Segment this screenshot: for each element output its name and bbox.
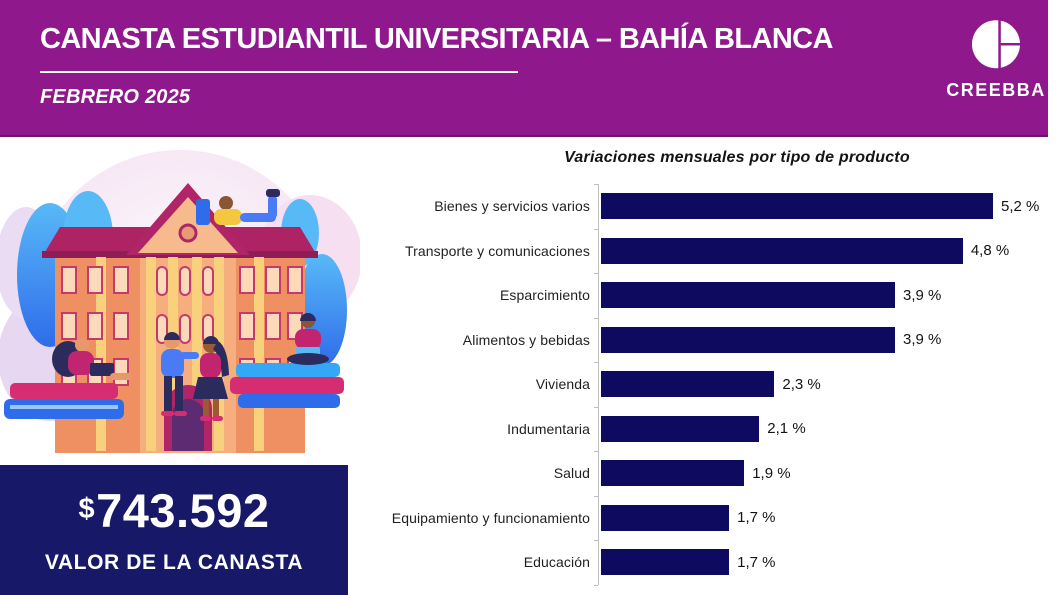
- axis-tick: [594, 317, 598, 319]
- value-label: 3,9 %: [903, 286, 942, 304]
- bar: [601, 237, 963, 264]
- bar: [601, 326, 895, 353]
- chart-row: Educación 1,7 %: [352, 540, 1052, 585]
- axis-tick: [594, 406, 598, 408]
- pie-circle-logo-icon: [971, 18, 1021, 70]
- bar: [601, 371, 775, 398]
- category-label: Esparcimiento: [499, 287, 590, 304]
- bar: [601, 504, 730, 531]
- category-label: Transporte y comunicaciones: [404, 242, 590, 259]
- creebba-logo: CREEBBA: [944, 0, 1048, 137]
- category-label: Indumentaria: [507, 420, 590, 437]
- value-label: 2,3 %: [782, 375, 821, 393]
- page-title: CANASTA ESTUDIANTIL UNIVERSITARIA – BAHÍ…: [40, 23, 833, 55]
- category-label: Equipamiento y funcionamiento: [391, 509, 590, 526]
- university-illustration: [0, 145, 362, 463]
- basket-value: $743.592: [78, 483, 270, 543]
- basket-value-label: VALOR DE LA CANASTA: [44, 550, 304, 574]
- bar: [601, 460, 745, 487]
- value-label: 1,7 %: [737, 509, 776, 527]
- value-label: 1,7 %: [737, 553, 776, 571]
- axis-tick: [594, 495, 598, 497]
- basket-value-box: $743.592 VALOR DE LA CANASTA: [0, 465, 348, 595]
- value-label: 1,9 %: [752, 464, 791, 482]
- axis-tick: [594, 228, 598, 230]
- chart-row: Equipamiento y funcionamiento 1,7 %: [352, 496, 1052, 541]
- title-underline: [40, 71, 518, 73]
- axis-tick: [594, 273, 598, 274]
- chart-title: Variaciones mensuales por tipo de produc…: [564, 149, 910, 166]
- bar: [601, 415, 760, 442]
- chart-row: Bienes y servicios varios 5,2 %: [352, 184, 1052, 229]
- basket-amount: 743.592: [96, 483, 270, 537]
- value-label: 4,8 %: [970, 242, 1010, 260]
- chart-row: Esparcimiento 3,9 %: [352, 273, 1052, 318]
- category-label: Vivienda: [535, 376, 590, 393]
- header-text-block: CANASTA ESTUDIANTIL UNIVERSITARIA – BAHÍ…: [40, 0, 833, 109]
- creebba-logo-text: CREEBBA: [946, 80, 1046, 100]
- university-illustration-icon: [0, 150, 362, 453]
- axis-tick: [594, 362, 598, 363]
- chart-row: Indumentaria 2,1 %: [352, 407, 1052, 452]
- axis-tick: [594, 584, 598, 586]
- axis-tick: [594, 184, 598, 185]
- period-label: FEBRERO 2025: [40, 86, 191, 108]
- category-label: Salud: [553, 465, 590, 482]
- value-label: 5,2 %: [1001, 197, 1040, 215]
- chart-row: Vivienda 2,3 %: [352, 362, 1052, 407]
- chart-plot: Bienes y servicios varios 5,2 % Transporte…: [352, 184, 1052, 588]
- header: CANASTA ESTUDIANTIL UNIVERSITARIA – BAHÍ…: [0, 0, 1048, 137]
- bar: [601, 282, 895, 309]
- value-label: 3,9 %: [903, 331, 942, 349]
- axis-tick: [594, 540, 598, 541]
- chart-row: Salud 1,9 %: [352, 451, 1052, 496]
- bar-chart: Variaciones mensuales por tipo de produc…: [352, 146, 1052, 595]
- bar: [601, 193, 993, 220]
- chart-row: Alimentos y bebidas 3,9 %: [352, 318, 1052, 363]
- category-label: Alimentos y bebidas: [462, 331, 590, 348]
- category-label: Educación: [523, 554, 590, 571]
- chart-row: Transporte y comunicaciones 4,8 %: [352, 229, 1052, 274]
- axis-tick: [594, 451, 598, 452]
- bar: [601, 549, 730, 576]
- currency-symbol: $: [78, 492, 96, 525]
- category-label: Bienes y servicios varios: [434, 198, 590, 215]
- value-label: 2,1 %: [767, 420, 806, 438]
- chart-axis: [598, 184, 599, 585]
